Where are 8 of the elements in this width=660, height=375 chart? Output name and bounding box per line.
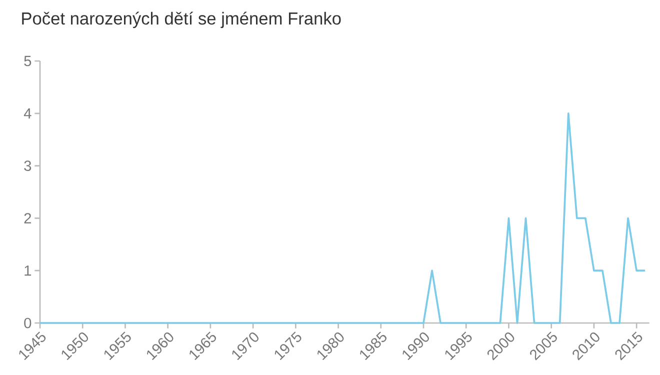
chart-title: Počet narozených dětí se jménem Franko — [22, 12, 341, 28]
y-tick-label: 4 — [24, 108, 32, 118]
y-tick-label: 0 — [24, 318, 32, 328]
y-tick-label: 5 — [24, 56, 32, 66]
line-series — [39, 112, 646, 324]
y-tick-label: 1 — [24, 266, 32, 276]
y-tick-label: 2 — [24, 213, 31, 224]
y-tick-label: 3 — [24, 160, 32, 171]
